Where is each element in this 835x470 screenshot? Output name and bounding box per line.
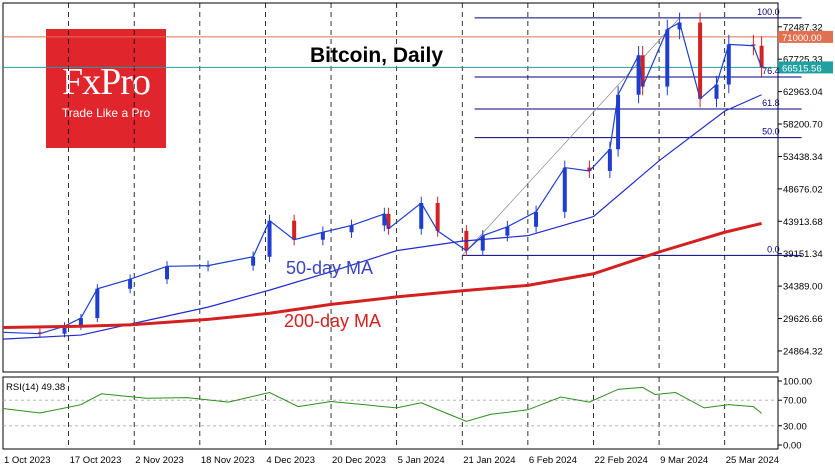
- current-price-tag: [778, 61, 833, 74]
- candle-body: [714, 84, 719, 99]
- logo-brand: FxPro: [62, 61, 151, 103]
- fib-level-label: 61.8: [762, 98, 780, 108]
- candle-body: [562, 167, 567, 212]
- candle-body: [587, 167, 592, 171]
- x-tick-label: 18 Nov 2023: [201, 455, 255, 466]
- candle-body: [386, 213, 391, 229]
- x-tick-label: 5 Jan 2024: [398, 455, 445, 466]
- price-close-line: [2, 21, 763, 335]
- resistance-price-tag: [778, 30, 833, 43]
- candle-body: [607, 149, 612, 171]
- current-price-label: 66515.56: [782, 63, 822, 74]
- y-tick-label: 39151.34: [783, 249, 823, 260]
- rsi-y-tick-label: 30.00: [783, 421, 807, 432]
- x-tick-label: 20 Dec 2023: [332, 455, 386, 466]
- y-tick-label: 43913.68: [783, 217, 823, 228]
- candle-body: [534, 211, 539, 227]
- candle-body: [382, 213, 387, 226]
- x-tick-label: 22 Feb 2024: [594, 455, 647, 466]
- candle-body: [267, 220, 272, 257]
- ma50-label: 50-day MA: [286, 258, 373, 278]
- x-tick-label: 2 Nov 2023: [135, 455, 184, 466]
- y-tick-label: 48676.02: [783, 184, 823, 195]
- candle-body: [616, 94, 621, 150]
- resistance-price-label: 71000.00: [782, 33, 822, 44]
- fib-trend-line: [462, 17, 680, 256]
- candle-body: [419, 202, 424, 229]
- y-tick-label: 62963.04: [783, 87, 823, 98]
- rsi-y-tick-label: 100.00: [783, 377, 812, 388]
- candle-body: [751, 44, 756, 46]
- logo-tagline: Trade Like a Pro: [61, 106, 151, 120]
- y-tick-label: 29626.66: [783, 314, 823, 325]
- candle-body: [37, 332, 42, 334]
- rsi-y-tick-label: 70.00: [783, 396, 807, 407]
- y-tick-label: 53438.34: [783, 152, 823, 163]
- candle-body: [165, 266, 170, 280]
- y-tick-label: 72487.32: [783, 22, 823, 33]
- ma50-line: [2, 94, 762, 340]
- ma200-line: [2, 221, 762, 330]
- fxpro-logo: FxPro Trade Like a Pro: [46, 29, 166, 148]
- y-tick-label: 58200.70: [783, 120, 823, 131]
- rsi-panel-frame: [2, 376, 779, 450]
- x-tick-label: 4 Dec 2023: [266, 455, 315, 466]
- fib-level-label: 100.0: [757, 7, 780, 17]
- y-tick-label: 34389.00: [783, 282, 823, 293]
- candle-body: [349, 225, 354, 233]
- candle-body: [480, 235, 485, 251]
- ma200-label: 200-day MA: [284, 311, 381, 331]
- candle-body: [78, 318, 83, 327]
- candle-body: [665, 29, 670, 87]
- x-tick-label: 6 Feb 2024: [529, 455, 577, 466]
- candle-body: [320, 232, 325, 240]
- fib-level-label: 0.0: [767, 244, 780, 254]
- rsi-line: [2, 386, 762, 422]
- candle-body: [698, 22, 703, 99]
- x-tick-label: 1 Oct 2023: [4, 455, 50, 466]
- rsi-label: RSI(14) 49.38: [6, 382, 65, 393]
- x-tick-label: 21 Jan 2024: [463, 455, 515, 466]
- candle-body: [636, 55, 641, 95]
- candle-body: [62, 326, 67, 334]
- y-tick-label: 67725.33: [783, 55, 823, 66]
- fib-level-label: 76.4: [762, 66, 780, 76]
- candle-body: [505, 226, 510, 236]
- fib-level-label: 50.0: [762, 127, 780, 137]
- x-tick-label: 9 Mar 2024: [660, 455, 708, 466]
- x-tick-label: 17 Oct 2023: [70, 455, 122, 466]
- chart-title: Bitcoin, Daily: [310, 44, 443, 67]
- candle-body: [759, 45, 764, 68]
- candle-body: [95, 288, 100, 319]
- x-tick-label: 25 Mar 2024: [726, 455, 779, 466]
- candle-body: [128, 279, 133, 289]
- rsi-y-tick-label: 0.00: [783, 441, 802, 452]
- candle-body: [726, 44, 731, 85]
- candle-body: [251, 256, 256, 266]
- candle-body: [677, 22, 682, 30]
- candle-body: [640, 55, 645, 87]
- y-tick-label: 24864.32: [783, 346, 823, 357]
- candle-body: [292, 220, 297, 240]
- candle-body: [435, 202, 440, 231]
